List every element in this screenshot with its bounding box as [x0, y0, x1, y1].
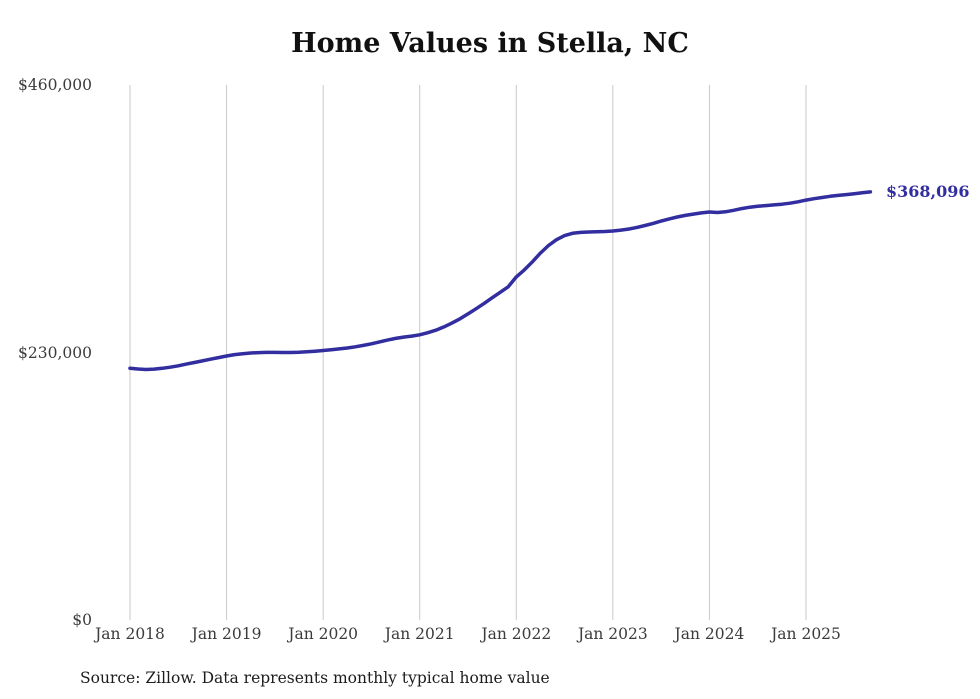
y-tick-label: $0 [72, 611, 92, 629]
x-tick-label: Jan 2023 [577, 625, 648, 643]
source-note: Source: Zillow. Data represents monthly … [80, 669, 550, 687]
x-tick-label: Jan 2021 [384, 625, 455, 643]
x-tick-label: Jan 2025 [771, 625, 841, 643]
y-tick-label: $460,000 [18, 76, 92, 94]
value-line [128, 190, 873, 372]
chart-title: Home Values in Stella, NC [291, 28, 689, 59]
x-tick-label: Jan 2022 [481, 625, 552, 643]
latest-value-label: $368,096 [886, 181, 970, 201]
x-tick-label: Jan 2018 [95, 625, 165, 643]
x-tick-label: Jan 2024 [674, 625, 745, 643]
x-tick-label: Jan 2020 [288, 625, 359, 643]
x-tick-label: Jan 2019 [191, 625, 262, 643]
y-tick-label: $230,000 [18, 343, 92, 362]
